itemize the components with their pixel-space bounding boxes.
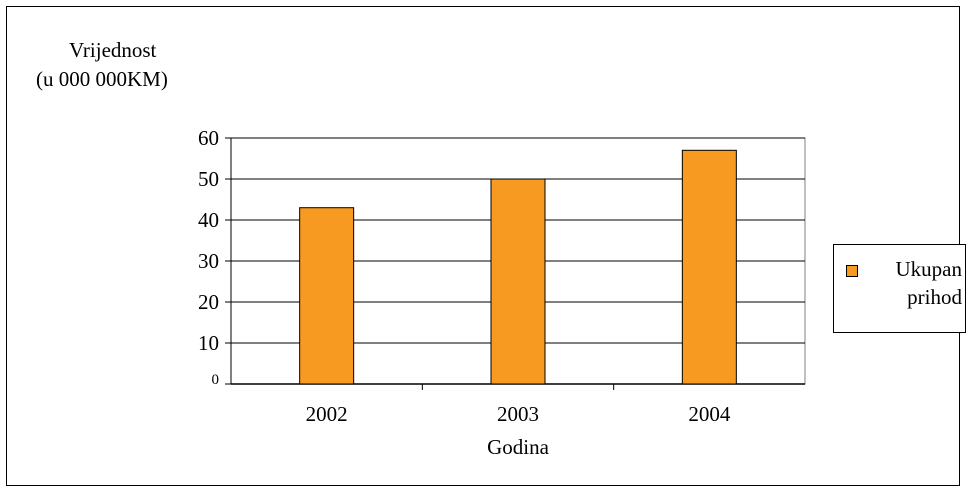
y-tick-label: 30	[198, 249, 219, 273]
bar	[681, 149, 737, 385]
y-axis-label-line1: Vrijednost	[69, 38, 157, 62]
bar	[299, 207, 355, 385]
y-tick-label: 0	[212, 372, 220, 388]
y-axis-label-line2: (u 000 000KM)	[36, 67, 168, 91]
x-axis-label: Godina	[487, 435, 550, 459]
x-tick-label: 2004	[688, 402, 731, 426]
bar	[490, 178, 546, 385]
legend-swatch	[846, 265, 858, 277]
chart-plot: 0 10 20 30 40 50 60 2002 2003 2004 Godina	[198, 126, 806, 459]
y-tick-label: 50	[198, 167, 219, 191]
y-tick-label: 10	[198, 331, 219, 355]
legend-label: Ukupan prihod	[895, 257, 963, 309]
y-tick-label: 40	[198, 208, 219, 232]
x-tick-label: 2003	[497, 402, 539, 426]
y-tick-label: 60	[198, 126, 219, 150]
chart-frame: Vrijednost (u 000 000KM) 0 10 20 30 40 50 60 20…	[6, 6, 966, 486]
legend: Ukupan prihod	[833, 244, 966, 333]
x-tick-label: 2002	[306, 402, 348, 426]
y-tick-label: 20	[198, 290, 219, 314]
